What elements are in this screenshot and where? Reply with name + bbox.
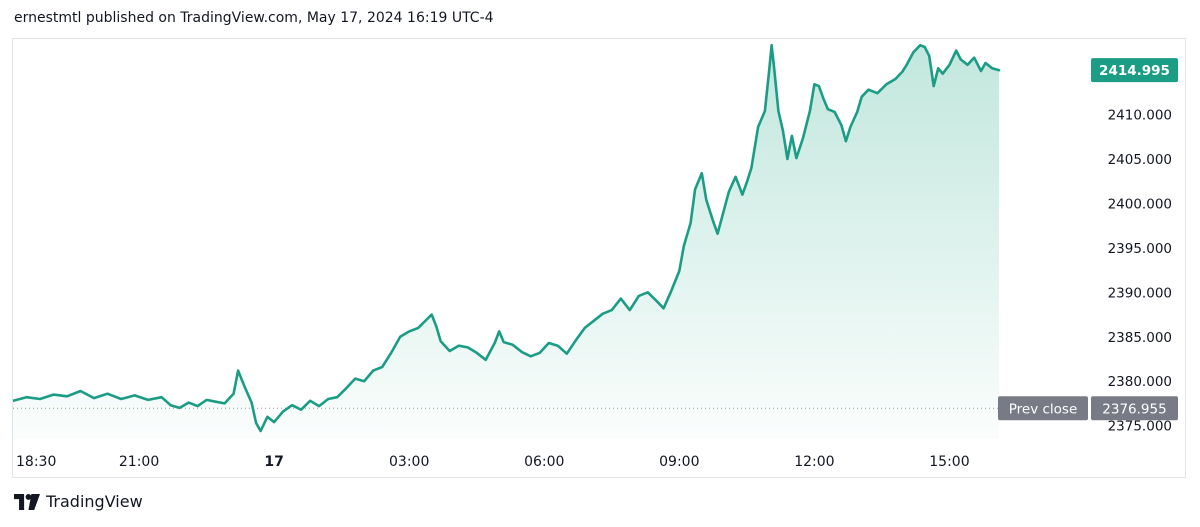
y-tick-label: 2375.000: [1108, 419, 1172, 435]
y-tick-label: 2400.000: [1108, 196, 1172, 212]
x-tick-label: 15:00: [929, 454, 969, 470]
y-tick-label: 2385.000: [1108, 330, 1172, 346]
y-tick-label: 2405.000: [1108, 152, 1172, 168]
last-price-badge: [1091, 58, 1178, 83]
x-tick-label: 09:00: [659, 454, 699, 470]
price-chart[interactable]: 2375.000 2380.000 2385.000 2390.000 2395.000…: [13, 39, 1186, 478]
y-tick-label: 2395.000: [1108, 241, 1172, 257]
x-tick-label: 06:00: [524, 454, 564, 470]
x-tick-label: 21:00: [119, 454, 159, 470]
prev-close-name-label: Prev close: [1009, 401, 1078, 417]
y-tick-label: 2410.000: [1108, 108, 1172, 124]
publisher-header: ernestmtl published on TradingView.com, …: [14, 10, 494, 26]
y-tick-label: 2380.000: [1108, 374, 1172, 390]
y-tick-label: 2390.000: [1108, 285, 1172, 301]
last-price-label: 2414.995: [1099, 63, 1170, 79]
prev-close-value-label: 2376.955: [1102, 401, 1166, 417]
x-tick-label: 03:00: [389, 454, 429, 470]
prev-close-value-badge: [1091, 396, 1178, 421]
prev-close-name-badge: [998, 396, 1088, 421]
tradingview-footer[interactable]: TradingView: [14, 492, 143, 511]
x-tick-label: 17: [264, 454, 283, 470]
price-line[interactable]: [13, 43, 1001, 433]
x-tick-label: 12:00: [794, 454, 834, 470]
x-tick-label: 18:30: [16, 454, 56, 470]
tradingview-logo-icon: [14, 493, 40, 510]
tradingview-brand-label: TradingView: [46, 492, 143, 511]
price-area-fill: [13, 45, 999, 439]
chart-frame[interactable]: 2375.000 2380.000 2385.000 2390.000 2395.000…: [12, 38, 1186, 478]
